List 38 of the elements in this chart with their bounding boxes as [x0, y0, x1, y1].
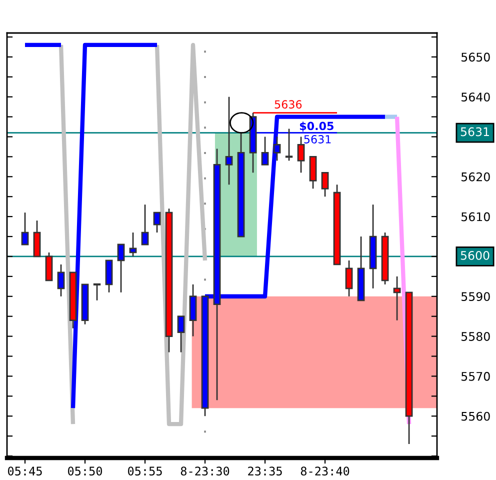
y-tick-label: 5560	[462, 412, 490, 421]
ref-line-label: 5600	[460, 250, 490, 260]
candlestick	[321, 172, 329, 198]
ref-line-label: 5631	[460, 127, 489, 136]
candlestick	[273, 136, 281, 162]
candlestick	[309, 156, 317, 190]
y-tick-label: 5620	[462, 172, 490, 182]
candlestick	[153, 212, 161, 234]
candlestick	[45, 252, 53, 282]
x-tick-label: 05:45	[8, 466, 42, 476]
y-tick-label: 5580	[462, 332, 490, 341]
x-tick-label: 05:50	[68, 466, 102, 476]
candlestick	[141, 204, 149, 246]
candlestick	[393, 276, 401, 322]
candlestick	[21, 212, 29, 246]
candlestick	[261, 136, 269, 166]
y-tick-label: 5570	[462, 372, 490, 381]
series-label: 5631	[304, 135, 331, 144]
y-tick-label: 5590	[462, 292, 490, 302]
y-tick-label: 5650	[462, 52, 490, 62]
candlestick	[297, 136, 305, 174]
candlestick	[225, 96, 233, 186]
x-tick-label: 8-23:40	[300, 466, 350, 476]
candlestick	[189, 284, 197, 337]
candlestick	[117, 244, 125, 294]
series-label: 5636	[274, 100, 302, 109]
x-tick-label: 8-23:30	[180, 466, 230, 476]
y-tick-label: 5610	[462, 212, 490, 222]
candlestick	[105, 260, 113, 294]
y-tick-label: 5640	[462, 92, 490, 102]
candlestick	[177, 316, 185, 353]
candlestick	[57, 264, 65, 298]
candlestick	[129, 232, 137, 258]
annotation: $0.05	[300, 122, 334, 132]
candlestick	[345, 260, 353, 298]
candlestick	[33, 220, 41, 258]
x-tick-label: 23:35	[248, 466, 282, 476]
x-tick-label: 05:55	[128, 466, 162, 476]
